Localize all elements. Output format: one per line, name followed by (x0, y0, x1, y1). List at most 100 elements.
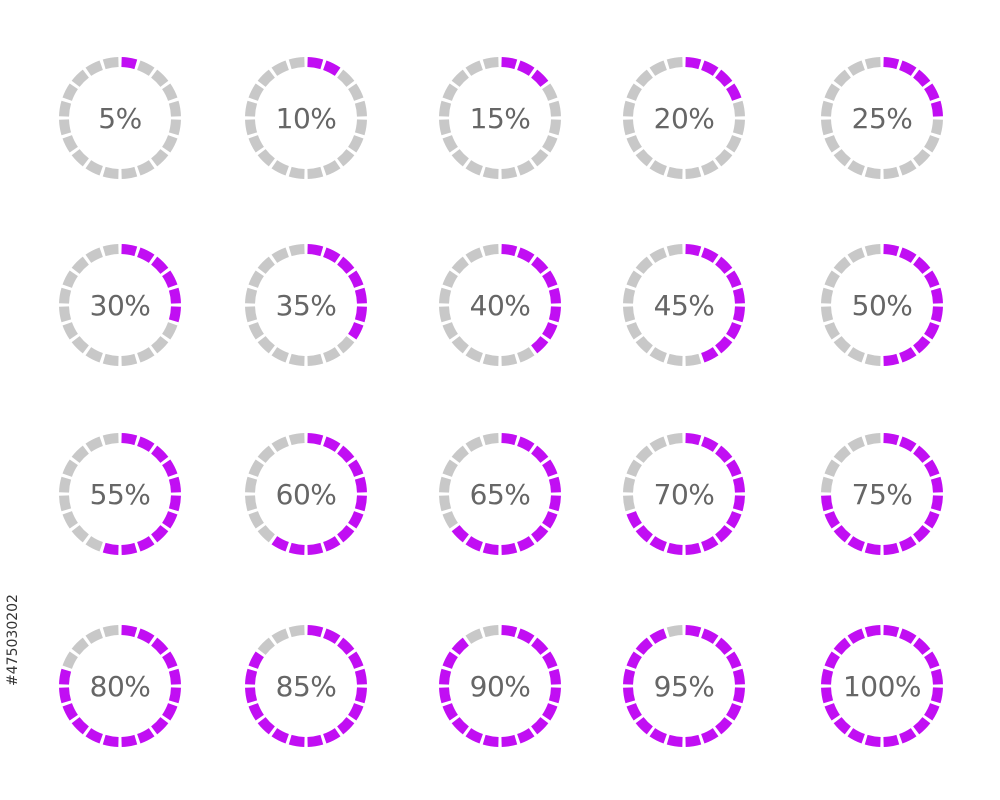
ring-segment-filled (151, 525, 169, 543)
ring-segment-empty (501, 353, 518, 366)
ring-segment-empty (168, 119, 181, 136)
ring-segment-filled (548, 687, 561, 704)
ring-segment-filled (930, 287, 943, 304)
ring-segment-empty (354, 119, 367, 136)
ring-segment-filled (71, 717, 89, 735)
ring-segment-filled (623, 687, 636, 704)
ring-segment-filled (516, 436, 535, 452)
ring-segment-empty (248, 510, 264, 529)
ring-segment-filled (666, 734, 683, 747)
ring-segment-empty (248, 83, 264, 102)
ring-segment-filled (136, 728, 155, 744)
ring-segment-filled (685, 542, 702, 555)
ring-segment-filled (501, 433, 518, 446)
ring-segment-filled (451, 525, 469, 543)
ring-segment-filled (337, 525, 355, 543)
ring-segment-empty (898, 160, 917, 176)
ring-segment-empty (85, 160, 104, 176)
progress-percent-label: 45% (653, 288, 715, 322)
ring-segment-empty (136, 160, 155, 176)
ring-segment-empty (59, 476, 72, 493)
ring-segment-empty (465, 160, 484, 176)
ring-segment-filled (898, 60, 917, 76)
ring-segment-filled (354, 306, 367, 323)
ring-segment-empty (245, 119, 258, 136)
progress-ring: 45% (619, 240, 749, 370)
ring-segment-filled (501, 244, 518, 257)
ring-segment-empty (548, 119, 561, 136)
ring-segment-filled (121, 625, 138, 638)
ring-segment-filled (833, 637, 851, 655)
ring-segment-filled (245, 668, 258, 685)
ring-segment-filled (930, 687, 943, 704)
ring-segment-filled (700, 728, 719, 744)
ring-segment-empty (102, 57, 119, 70)
ring-segment-empty (288, 244, 305, 257)
ring-segment-empty (322, 347, 341, 363)
ring-segment-empty (151, 149, 169, 167)
ring-segment-empty (482, 625, 499, 638)
ring-segment-filled (715, 336, 733, 354)
ring-segment-empty (864, 244, 881, 257)
ring-segment-filled (700, 347, 719, 363)
ring-segment-empty (442, 134, 458, 153)
ring-segment-filled (715, 69, 733, 87)
ring-segment-filled (162, 702, 178, 721)
ring-segment-empty (465, 628, 484, 644)
ring-segment-filled (700, 436, 719, 452)
ring-segment-empty (451, 336, 469, 354)
ring-segment-filled (685, 625, 702, 638)
ring-segment-empty (288, 166, 305, 179)
ring-segment-empty (442, 321, 458, 340)
ring-segment-empty (62, 270, 78, 289)
ring-segment-empty (700, 160, 719, 176)
ring-segment-filled (548, 495, 561, 512)
ring-segment-empty (847, 347, 866, 363)
ring-segment-empty (62, 510, 78, 529)
ring-segment-filled (136, 247, 155, 263)
ring-segment-empty (465, 60, 484, 76)
ring-segment-filled (248, 702, 264, 721)
ring-segment-filled (465, 536, 484, 552)
progress-percent-label: 65% (469, 477, 531, 511)
ring-segment-filled (168, 668, 181, 685)
ring-segment-filled (924, 270, 940, 289)
ring-segment-empty (257, 256, 275, 274)
ring-segment-empty (924, 134, 940, 153)
progress-percent-label: 90% (469, 669, 531, 703)
ring-segment-empty (649, 347, 668, 363)
ring-segment-filled (307, 57, 324, 70)
ring-segment-empty (623, 287, 636, 304)
ring-segment-empty (635, 336, 653, 354)
ring-segment-filled (924, 702, 940, 721)
ring-segment-filled (451, 637, 469, 655)
ring-segment-filled (883, 353, 900, 366)
ring-segment-empty (821, 306, 834, 323)
progress-percent-label: 50% (851, 288, 913, 322)
ring-segment-filled (136, 436, 155, 452)
ring-segment-empty (635, 256, 653, 274)
ring-segment-empty (439, 287, 452, 304)
progress-ring: 85% (241, 621, 371, 751)
ring-segment-empty (151, 336, 169, 354)
ring-segment-filled (59, 687, 72, 704)
ring-segment-filled (151, 717, 169, 735)
ring-segment-empty (442, 83, 458, 102)
ring-segment-filled (924, 510, 940, 529)
ring-segment-empty (337, 149, 355, 167)
ring-segment-empty (685, 166, 702, 179)
ring-segment-filled (821, 495, 834, 512)
ring-segment-empty (245, 287, 258, 304)
ring-segment-filled (685, 433, 702, 446)
ring-segment-filled (162, 459, 178, 478)
progress-ring-graphic (623, 433, 745, 555)
ring-segment-filled (85, 728, 104, 744)
progress-ring: 55% (55, 429, 185, 559)
ring-segment-filled (548, 476, 561, 493)
ring-segment-empty (288, 433, 305, 446)
ring-segment-filled (635, 717, 653, 735)
ring-segment-empty (271, 347, 290, 363)
ring-segment-filled (732, 306, 745, 323)
ring-segment-filled (531, 637, 549, 655)
